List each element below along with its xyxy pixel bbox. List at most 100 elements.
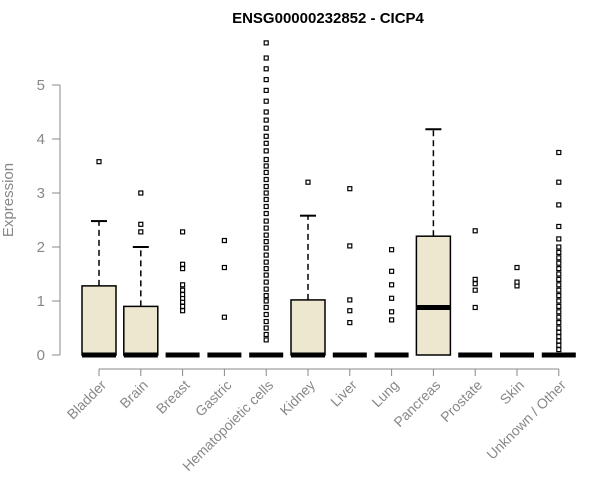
outlier-point bbox=[472, 281, 478, 287]
x-tick-label: Liver bbox=[327, 377, 360, 410]
outlier-point bbox=[472, 276, 478, 282]
outlier-point bbox=[556, 314, 562, 320]
outlier-point bbox=[556, 298, 562, 304]
box-4 bbox=[249, 40, 284, 358]
box-2 bbox=[165, 229, 200, 358]
outlier-point bbox=[556, 282, 562, 288]
outlier-point bbox=[263, 266, 269, 272]
outlier-point bbox=[472, 287, 478, 293]
box-3 bbox=[207, 237, 242, 358]
iqr-box bbox=[415, 235, 452, 356]
y-tick-label: 2 bbox=[37, 239, 45, 256]
outlier-point bbox=[263, 148, 269, 154]
outlier-point bbox=[556, 309, 562, 315]
outlier-point bbox=[263, 337, 269, 343]
x-tick-label: Lung bbox=[368, 377, 401, 410]
y-axis-label: Expression bbox=[0, 163, 17, 237]
outlier-point bbox=[263, 55, 269, 61]
outlier-point bbox=[389, 317, 395, 323]
outlier-point bbox=[263, 169, 269, 176]
outlier-point bbox=[263, 279, 269, 285]
x-tick-label: Kidney bbox=[277, 377, 319, 419]
outlier-point bbox=[263, 331, 269, 338]
outlier-point bbox=[556, 236, 562, 242]
outlier-point bbox=[556, 334, 562, 340]
outlier-point bbox=[556, 223, 562, 230]
outlier-point bbox=[263, 239, 269, 245]
iqr-box bbox=[81, 285, 117, 356]
outlier-point bbox=[263, 318, 269, 325]
boxes bbox=[81, 40, 576, 358]
y-tick-label: 5 bbox=[37, 77, 45, 94]
outlier-point bbox=[180, 261, 186, 267]
outlier-point bbox=[263, 311, 269, 318]
outlier-point bbox=[263, 325, 269, 331]
outlier-point bbox=[556, 342, 562, 348]
outlier-point bbox=[180, 308, 186, 314]
outlier-point bbox=[389, 282, 395, 288]
x-tick-label: Brain bbox=[116, 377, 150, 411]
outlier-point bbox=[180, 303, 186, 309]
outlier-point bbox=[347, 186, 353, 192]
outlier-point bbox=[472, 228, 478, 234]
outlier-point bbox=[263, 109, 269, 115]
outlier-point bbox=[263, 252, 269, 258]
iqr-box bbox=[123, 305, 159, 356]
outlier-point bbox=[263, 203, 269, 210]
y-tick-label: 1 bbox=[37, 293, 45, 310]
outlier-point bbox=[556, 149, 562, 156]
outlier-point bbox=[556, 244, 562, 250]
outlier-point bbox=[556, 303, 562, 309]
x-tick-label: Unknown / Other bbox=[483, 377, 569, 463]
outlier-point bbox=[263, 293, 269, 299]
outlier-point bbox=[305, 179, 311, 185]
outlier-point bbox=[263, 272, 269, 278]
box-9 bbox=[458, 228, 493, 358]
x-tick-label: Skin bbox=[497, 377, 528, 408]
outlier-point bbox=[389, 268, 395, 274]
outlier-point bbox=[556, 260, 562, 266]
outlier-point bbox=[263, 259, 269, 265]
box-6 bbox=[332, 186, 367, 358]
outlier-point bbox=[180, 287, 186, 293]
outlier-point bbox=[221, 264, 227, 271]
outlier-point bbox=[180, 282, 186, 288]
outlier-point bbox=[472, 304, 478, 311]
outlier-point bbox=[138, 190, 144, 196]
outlier-point bbox=[556, 179, 562, 185]
box-10 bbox=[500, 264, 534, 358]
outlier-point bbox=[263, 298, 269, 304]
outlier-point bbox=[263, 156, 269, 163]
y-tick-label: 3 bbox=[37, 185, 45, 202]
box-0 bbox=[81, 159, 117, 358]
outlier-point bbox=[138, 229, 144, 235]
outlier-point bbox=[263, 245, 269, 251]
outlier-point bbox=[263, 225, 269, 231]
outlier-point bbox=[263, 210, 269, 217]
outlier-point bbox=[263, 140, 269, 146]
x-tick-label: Prostate bbox=[437, 377, 485, 425]
iqr-box bbox=[290, 299, 326, 356]
outlier-point bbox=[263, 183, 269, 190]
outlier-point bbox=[514, 264, 520, 271]
outlier-point bbox=[347, 308, 353, 314]
outlier-point bbox=[221, 237, 227, 244]
outlier-point bbox=[180, 291, 186, 298]
outlier-point bbox=[556, 266, 562, 272]
outlier-point bbox=[347, 297, 353, 303]
outlier-point bbox=[347, 243, 353, 249]
outlier-point bbox=[263, 232, 269, 238]
box-5 bbox=[290, 179, 326, 358]
outlier-point bbox=[556, 287, 562, 293]
outlier-point bbox=[514, 279, 520, 285]
outlier-point bbox=[347, 320, 353, 326]
outlier-point bbox=[96, 159, 102, 165]
x-tick-label: Breast bbox=[153, 377, 193, 417]
outlier-point bbox=[389, 309, 395, 315]
outlier-point bbox=[389, 247, 395, 253]
outlier-point bbox=[556, 293, 562, 299]
outlier-point bbox=[263, 66, 269, 72]
outlier-point bbox=[556, 271, 562, 277]
outlier-point bbox=[180, 266, 186, 272]
outlier-point bbox=[138, 221, 144, 227]
